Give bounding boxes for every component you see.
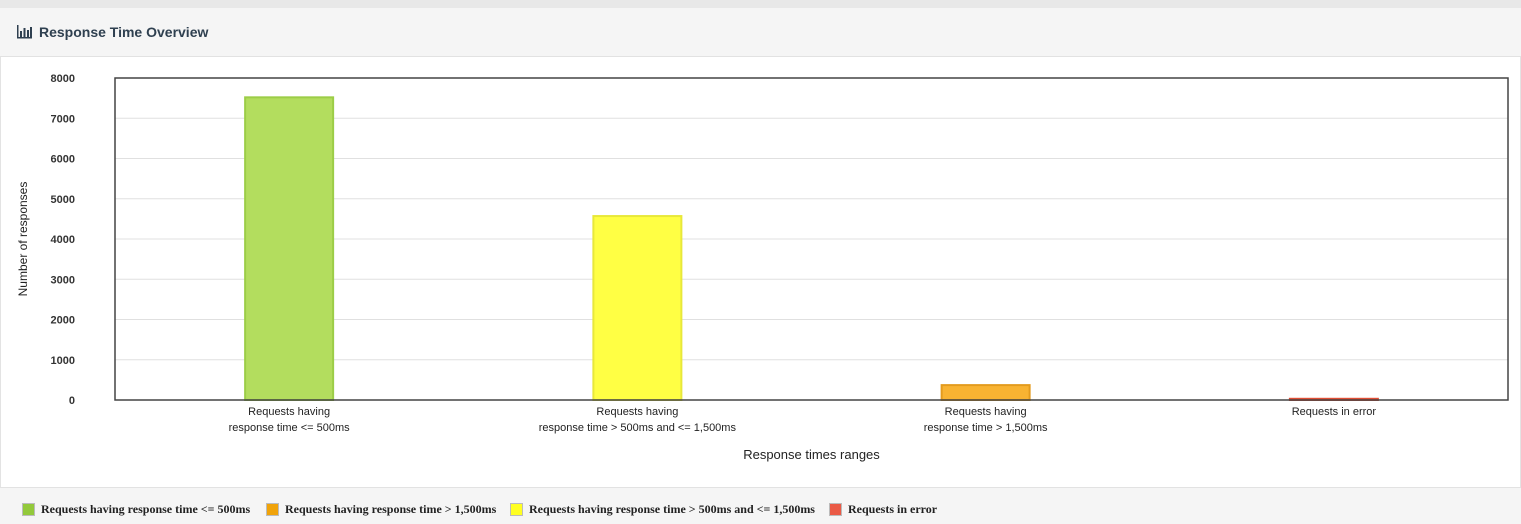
- x-tick-label: Requests having response time > 1,500ms: [924, 406, 1048, 434]
- y-tick-label: 7000: [51, 113, 75, 125]
- y-tick-label: 4000: [51, 234, 75, 246]
- x-tick-label-line: Requests having: [945, 406, 1027, 418]
- legend-item[interactable]: Requests in error: [829, 502, 937, 517]
- legend-label: Requests having response time > 500ms an…: [529, 502, 815, 516]
- panel-title: Response Time Overview: [39, 24, 209, 40]
- legend-swatch: [22, 503, 35, 516]
- x-tick-label-line: Requests having: [248, 406, 330, 418]
- legend-label: Requests in error: [848, 502, 938, 516]
- y-axis-title: Number of responses: [16, 182, 30, 297]
- plot-border: [114, 77, 1509, 401]
- legend-item[interactable]: Requests having response time > 500ms an…: [510, 502, 815, 517]
- x-tick-label: Requests having response time > 500ms and…: [539, 406, 737, 434]
- x-tick-label-line: Requests having: [596, 406, 678, 418]
- legend-swatch: [829, 503, 842, 516]
- x-tick-label-line: response time > 1,500ms: [924, 422, 1048, 434]
- x-axis-title: Response times ranges: [743, 447, 880, 462]
- y-tick-label: 3000: [51, 274, 75, 286]
- y-tick-label: 8000: [51, 73, 75, 85]
- bar-chart-icon: [17, 25, 33, 39]
- legend-item[interactable]: Requests having response time <= 500ms: [22, 502, 250, 517]
- y-tick-label: 2000: [51, 315, 75, 327]
- legend-label: Requests having response time > 1,500ms: [285, 502, 497, 516]
- legend-label: Requests having response time <= 500ms: [41, 502, 251, 516]
- chart-area: 0 1000 2000 3000 4000 5000 6000 7000 8000 Request…: [0, 57, 1521, 486]
- y-tick-label: 1000: [51, 355, 75, 367]
- x-tick-label: Requests in error: [1292, 406, 1377, 418]
- top-strip: [0, 0, 1521, 8]
- y-tick-label: 0: [69, 395, 75, 407]
- bar: [592, 215, 683, 401]
- x-tick-label-line: response time <= 500ms: [229, 422, 351, 434]
- panel-header: Response Time Overview: [0, 8, 1521, 57]
- y-tick-label: 5000: [51, 194, 75, 206]
- bar: [940, 384, 1031, 402]
- x-tick-label-line: Requests in error: [1292, 406, 1377, 418]
- legend-item[interactable]: Requests having response time > 1,500ms: [266, 502, 496, 517]
- bar: [244, 96, 335, 401]
- chart-legend: Requests having response time <= 500ms Re…: [0, 487, 1521, 524]
- y-tick-label: 6000: [51, 154, 75, 166]
- response-time-chart: 0 1000 2000 3000 4000 5000 6000 7000 8000 Request…: [16, 73, 1509, 462]
- x-tick-label-line: response time > 500ms and <= 1,500ms: [539, 422, 737, 434]
- x-tick-label: Requests having response time <= 500ms: [229, 406, 351, 434]
- legend-swatch: [510, 503, 523, 516]
- legend-swatch: [266, 503, 279, 516]
